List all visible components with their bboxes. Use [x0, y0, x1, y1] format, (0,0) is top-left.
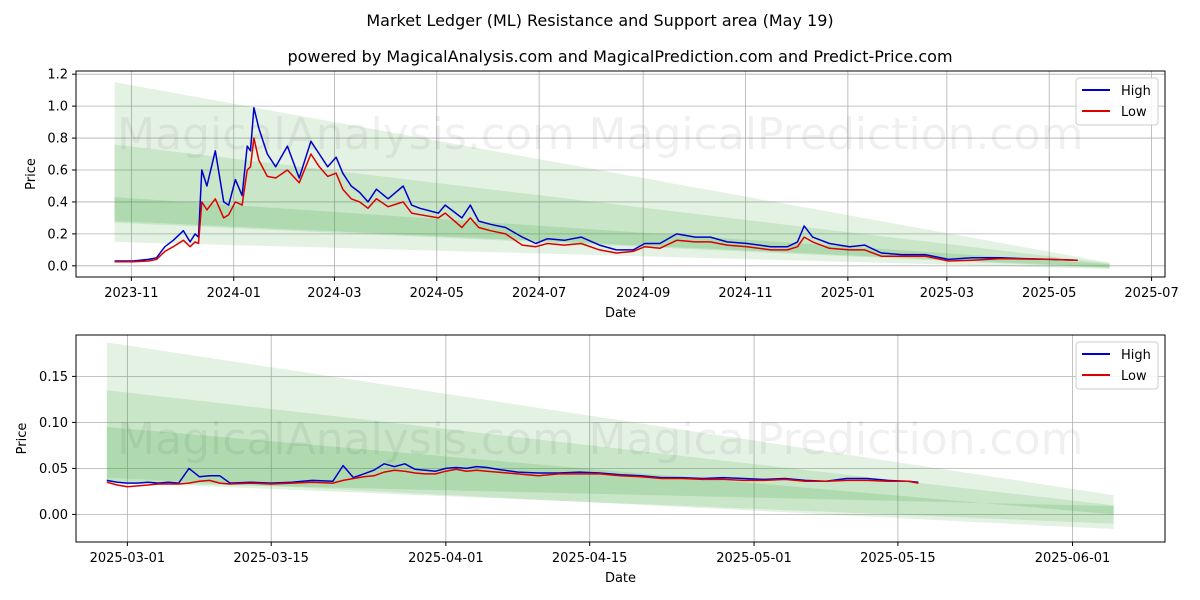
x-tick-label: 2024-11 — [718, 286, 772, 301]
watermark: MagicalAnalysis.com — [117, 414, 575, 465]
watermark: MagicalAnalysis.com — [117, 109, 575, 160]
band-2 — [106, 390, 1114, 524]
x-tick-label: 2025-05 — [1022, 286, 1076, 301]
y-axis-label: Price — [24, 158, 39, 190]
x-tick-label: 2024-09 — [616, 286, 670, 301]
band-3 — [106, 427, 1114, 515]
y-tick-label: 0.8 — [47, 132, 68, 147]
x-tick-label: 2024-01 — [207, 286, 261, 301]
band-2 — [114, 144, 1110, 269]
x-tick-label: 2025-03-01 — [90, 551, 166, 566]
x-tick-label: 2024-05 — [410, 286, 464, 301]
watermark: MagicalPrediction.com — [589, 109, 1084, 160]
x-tick-label: 2024-07 — [512, 286, 566, 301]
x-tick-label: 2023-11 — [104, 286, 158, 301]
legend: High Low — [1075, 77, 1159, 126]
y-tick-label: 0.6 — [47, 164, 68, 179]
legend-label-low: Low — [1121, 105, 1147, 120]
band-1 — [114, 82, 1110, 270]
y-tick-label: 0.2 — [47, 227, 68, 242]
top-plot: MagicalAnalysis.com MagicalPrediction.com… — [24, 68, 1179, 321]
x-tick-label: 2025-03 — [920, 286, 974, 301]
series-line-low — [114, 137, 1078, 263]
legend: High Low — [1075, 341, 1159, 390]
x-tick-label: 2025-07 — [1124, 286, 1178, 301]
y-axis-label: Price — [15, 423, 30, 455]
axes-frame — [75, 70, 1166, 278]
x-tick-label: 2025-01 — [821, 286, 875, 301]
series-line-high — [114, 106, 1078, 262]
x-axis-label: Date — [605, 571, 636, 586]
x-tick-label: 2025-05-01 — [716, 551, 792, 566]
x-tick-label: 2025-04-15 — [552, 551, 628, 566]
plot-area — [76, 335, 1165, 542]
y-tick-label: 0.00 — [39, 508, 68, 523]
y-tick-label: 0.4 — [47, 195, 68, 210]
chart-subtitle: powered by MagicalAnalysis.com and Magic… — [287, 47, 952, 66]
x-tick-label: 2025-05-15 — [860, 551, 936, 566]
bottom-plot: MagicalAnalysis.com MagicalPrediction.com… — [15, 334, 1166, 586]
series-line-low — [106, 468, 919, 488]
x-axis-label: Date — [605, 306, 636, 321]
legend-label-high: High — [1121, 84, 1151, 99]
legend-label-high: High — [1121, 348, 1151, 363]
axes-frame — [75, 334, 1166, 543]
x-tick-label: 2024-03 — [307, 286, 361, 301]
x-tick-label: 2025-03-15 — [233, 551, 309, 566]
legend-label-low: Low — [1121, 369, 1147, 384]
y-tick-label: 0.10 — [39, 416, 68, 431]
y-tick-label: 0.05 — [39, 462, 68, 477]
y-tick-label: 1.2 — [47, 68, 68, 83]
y-tick-label: 0.0 — [47, 259, 68, 274]
chart-title: Market Ledger (ML) Resistance and Suppor… — [366, 11, 833, 30]
y-tick-label: 1.0 — [47, 100, 68, 115]
y-tick-label: 0.15 — [39, 370, 68, 385]
band-1 — [106, 342, 1114, 530]
series-line-high — [106, 463, 919, 484]
x-tick-label: 2025-06-01 — [1035, 551, 1111, 566]
watermark: MagicalPrediction.com — [589, 414, 1084, 465]
x-tick-label: 2025-04-01 — [408, 551, 484, 566]
plot-area — [76, 71, 1165, 277]
